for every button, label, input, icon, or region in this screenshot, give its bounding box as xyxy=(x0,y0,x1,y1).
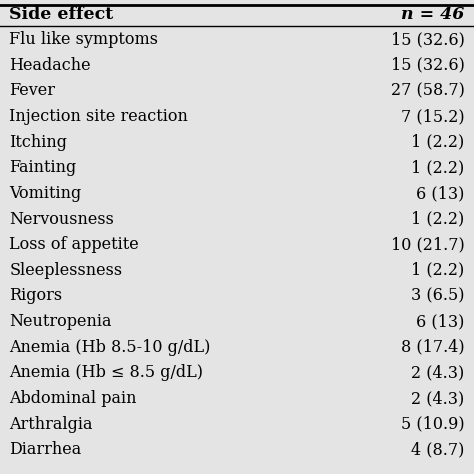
Text: 8 (17.4): 8 (17.4) xyxy=(401,338,465,356)
Text: Side effect: Side effect xyxy=(9,6,114,23)
Text: Injection site reaction: Injection site reaction xyxy=(9,108,188,125)
Text: Rigors: Rigors xyxy=(9,287,63,304)
Text: 5 (10.9): 5 (10.9) xyxy=(401,416,465,433)
Text: 6 (13): 6 (13) xyxy=(416,313,465,330)
Text: Abdominal pain: Abdominal pain xyxy=(9,390,137,407)
Text: n = 46: n = 46 xyxy=(401,6,465,23)
Text: Neutropenia: Neutropenia xyxy=(9,313,112,330)
Text: 1 (2.2): 1 (2.2) xyxy=(411,134,465,151)
Text: Headache: Headache xyxy=(9,57,91,74)
Text: Loss of appetite: Loss of appetite xyxy=(9,236,139,253)
Text: 3 (6.5): 3 (6.5) xyxy=(411,287,465,304)
Text: Anemia (Hb 8.5-10 g/dL): Anemia (Hb 8.5-10 g/dL) xyxy=(9,338,211,356)
Text: Arthralgia: Arthralgia xyxy=(9,416,93,433)
Text: Sleeplessness: Sleeplessness xyxy=(9,262,123,279)
Text: 15 (32.6): 15 (32.6) xyxy=(391,57,465,74)
Text: Fainting: Fainting xyxy=(9,159,77,176)
Text: 2 (4.3): 2 (4.3) xyxy=(411,390,465,407)
Text: Anemia (Hb ≤ 8.5 g/dL): Anemia (Hb ≤ 8.5 g/dL) xyxy=(9,365,203,381)
Text: 27 (58.7): 27 (58.7) xyxy=(391,82,465,100)
Text: Flu like symptoms: Flu like symptoms xyxy=(9,31,158,48)
Text: 4 (8.7): 4 (8.7) xyxy=(411,441,465,458)
Text: Diarrhea: Diarrhea xyxy=(9,441,82,458)
Text: Fever: Fever xyxy=(9,82,55,100)
Text: 1 (2.2): 1 (2.2) xyxy=(411,159,465,176)
Text: 7 (15.2): 7 (15.2) xyxy=(401,108,465,125)
Text: 10 (21.7): 10 (21.7) xyxy=(391,236,465,253)
Text: 2 (4.3): 2 (4.3) xyxy=(411,365,465,381)
Text: Nervousness: Nervousness xyxy=(9,210,114,228)
Text: 1 (2.2): 1 (2.2) xyxy=(411,210,465,228)
Text: Vomiting: Vomiting xyxy=(9,185,82,202)
Text: 15 (32.6): 15 (32.6) xyxy=(391,31,465,48)
Text: 6 (13): 6 (13) xyxy=(416,185,465,202)
Text: Itching: Itching xyxy=(9,134,67,151)
Text: 1 (2.2): 1 (2.2) xyxy=(411,262,465,279)
